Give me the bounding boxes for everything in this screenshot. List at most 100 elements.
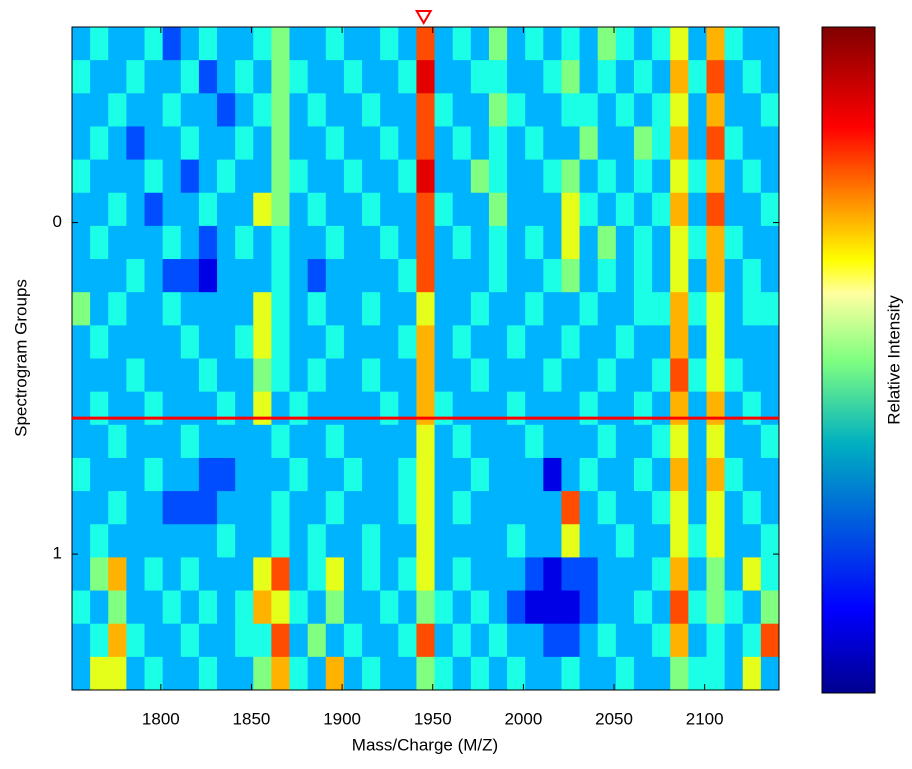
heatmap-cell	[108, 391, 127, 426]
x-tick-label: 1850	[233, 709, 271, 728]
heatmap-cell	[706, 557, 726, 592]
heatmap-cell	[724, 391, 744, 426]
heatmap-cell	[470, 590, 490, 625]
heatmap-cell	[380, 524, 399, 558]
heatmap-cell	[343, 325, 363, 359]
heatmap-cell	[488, 259, 508, 293]
heatmap-cell	[615, 259, 635, 293]
heatmap-cell	[760, 225, 780, 260]
heatmap-cell	[235, 292, 254, 326]
heatmap-cell	[108, 225, 127, 260]
heatmap-cell	[561, 126, 581, 161]
heatmap-cell	[198, 126, 218, 161]
heatmap-cell	[416, 325, 436, 359]
heatmap-cell	[289, 225, 309, 260]
heatmap-cell	[652, 27, 671, 61]
heatmap-cell	[507, 60, 526, 94]
heatmap-cell	[416, 557, 436, 592]
heatmap-cell	[706, 590, 726, 625]
heatmap-cell	[398, 590, 417, 625]
heatmap-cell	[706, 391, 726, 426]
heatmap-cell	[271, 590, 291, 625]
heatmap-cell	[633, 225, 653, 260]
heatmap-cell	[90, 292, 109, 326]
heatmap-cell	[180, 27, 200, 61]
heatmap-cell	[235, 656, 254, 691]
heatmap-cell	[525, 424, 544, 459]
heatmap-cell	[742, 623, 762, 658]
heatmap-cell	[380, 225, 399, 260]
heatmap-cell	[434, 623, 454, 658]
heatmap-cell	[615, 27, 635, 61]
heatmap-cell	[235, 225, 254, 260]
x-tick-label: 2000	[504, 709, 542, 728]
heatmap-cell	[561, 590, 581, 625]
heatmap-cell	[253, 192, 272, 227]
heatmap-cell	[760, 259, 780, 293]
heatmap-cell	[579, 491, 599, 525]
heatmap-cell	[724, 524, 744, 558]
heatmap-cell	[380, 159, 399, 194]
heatmap-cell	[144, 292, 164, 326]
heatmap-cell	[72, 292, 91, 326]
heatmap-cell	[742, 126, 762, 161]
heatmap-cell	[742, 27, 762, 61]
heatmap-cell	[434, 126, 454, 161]
heatmap-cell	[398, 126, 417, 161]
heatmap-cell	[343, 457, 363, 492]
heatmap-cell	[470, 524, 490, 558]
heatmap-cell	[253, 391, 272, 426]
heatmap-cell	[597, 590, 617, 625]
heatmap-cell	[253, 590, 272, 625]
heatmap-cell	[72, 358, 91, 393]
heatmap-cell	[579, 391, 599, 426]
heatmap-cell	[416, 358, 436, 393]
heatmap	[72, 27, 780, 691]
heatmap-cell	[633, 358, 653, 393]
heatmap-cell	[307, 623, 327, 658]
heatmap-cell	[307, 27, 327, 61]
heatmap-cell	[217, 126, 236, 161]
heatmap-cell	[507, 424, 526, 459]
heatmap-cell	[126, 590, 146, 625]
heatmap-cell	[742, 192, 762, 227]
heatmap-cell	[579, 159, 599, 194]
heatmap-cell	[760, 93, 780, 127]
heatmap-cell	[543, 225, 562, 260]
heatmap-cell	[325, 192, 345, 227]
heatmap-cell	[162, 424, 182, 459]
heatmap-cell	[525, 292, 544, 326]
heatmap-cell	[325, 656, 345, 691]
heatmap-cell	[688, 457, 707, 492]
heatmap-cell	[271, 126, 291, 161]
heatmap-cell	[362, 358, 381, 393]
heatmap-cell	[507, 656, 526, 691]
heatmap-cell	[398, 259, 417, 293]
heatmap-cell	[615, 656, 635, 691]
heatmap-cell	[543, 93, 562, 127]
heatmap-cell	[271, 623, 291, 658]
heatmap-cell	[579, 524, 599, 558]
heatmap-cell	[144, 192, 164, 227]
heatmap-cell	[688, 590, 707, 625]
heatmap-cell	[362, 93, 381, 127]
heatmap-cell	[615, 557, 635, 592]
heatmap-cell	[579, 225, 599, 260]
heatmap-cell	[507, 358, 526, 393]
heatmap-cell	[253, 656, 272, 691]
heatmap-cell	[198, 656, 218, 691]
heatmap-cell	[579, 192, 599, 227]
highlight-marker	[414, 10, 433, 25]
heatmap-cell	[380, 457, 399, 492]
heatmap-cell	[144, 27, 164, 61]
heatmap-cell	[652, 391, 671, 426]
heatmap-cell	[507, 126, 526, 161]
heatmap-cell	[434, 60, 454, 94]
heatmap-cell	[271, 259, 291, 293]
heatmap-cell	[271, 557, 291, 592]
heatmap-cell	[652, 457, 671, 492]
heatmap-cell	[561, 557, 581, 592]
heatmap-cell	[416, 93, 436, 127]
heatmap-cell	[724, 27, 744, 61]
heatmap-cell	[561, 491, 581, 525]
